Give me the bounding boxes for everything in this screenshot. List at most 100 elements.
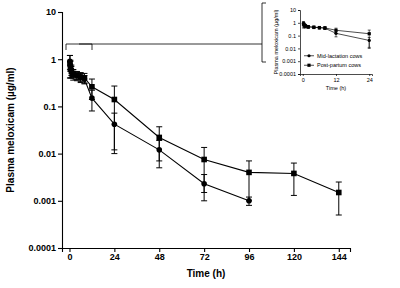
y-axis: 0.0001 0.001 0.01 0.1 1 10 <box>279 7 300 77</box>
data-point <box>291 171 297 177</box>
error-cap <box>81 73 87 74</box>
error-cap <box>291 195 297 196</box>
bracket-line <box>66 3 266 62</box>
y-tick-label: 0.0001 <box>279 71 296 77</box>
error-cap <box>201 200 207 201</box>
series-line <box>70 61 249 200</box>
data-point <box>323 27 326 30</box>
error-cap <box>246 205 252 206</box>
data-point <box>307 25 310 28</box>
x-tick-label: 24 <box>367 77 373 83</box>
data-point <box>246 170 252 176</box>
data-point <box>336 190 342 196</box>
error-cap <box>81 83 87 84</box>
x-tick: 96 <box>245 248 255 262</box>
error-cap <box>336 182 342 183</box>
x-tick-label: 48 <box>155 252 165 262</box>
x-tick: 72 <box>200 248 210 262</box>
data-point <box>312 26 315 29</box>
data-point <box>323 26 326 29</box>
error-cap <box>67 55 73 56</box>
error-cap <box>335 36 338 37</box>
x-tick-label: 12 <box>333 77 339 83</box>
plot-area <box>302 22 371 49</box>
axis-line <box>301 75 373 77</box>
x-tick-label: 0 <box>302 77 305 83</box>
y-tick-label: 10 <box>46 7 56 17</box>
main-chart: 0244872961201440.00010.0010.010.1110Time… <box>5 7 351 279</box>
legend: Mid-lactation cowsPost-partum cows <box>304 53 362 69</box>
y-tick-mark <box>58 59 62 60</box>
y-tick: 0.1 <box>288 33 300 39</box>
x-axis-title: Time (h) <box>326 85 346 91</box>
error-cap <box>111 153 117 154</box>
y-tick: 0.1 <box>43 102 62 112</box>
data-point <box>318 26 321 29</box>
y-tick: 0.001 <box>33 196 62 206</box>
error-cap <box>368 30 371 31</box>
data-point <box>368 32 371 35</box>
error-cap <box>67 77 73 78</box>
data-point <box>89 84 95 90</box>
legend-marker <box>307 64 310 67</box>
legend-label: Post-partum cows <box>317 62 361 68</box>
x-tick: 0 <box>67 248 72 262</box>
chart-root: 0244872961201440.00010.0010.010.1110Time… <box>0 0 400 288</box>
y-tick-label: 0.01 <box>38 149 56 159</box>
data-point <box>201 157 207 163</box>
data-point <box>318 26 321 29</box>
y-tick-label: 1 <box>293 20 296 26</box>
y-tick: 10 <box>290 7 300 13</box>
y-tick: 0.01 <box>38 149 62 159</box>
error-bar <box>338 182 339 215</box>
y-tick-label: 0.001 <box>282 58 296 64</box>
error-cap <box>336 215 342 216</box>
error-cap <box>201 147 207 148</box>
x-tick: 120 <box>287 248 302 262</box>
inset-bracket <box>66 3 266 62</box>
error-cap <box>302 21 305 22</box>
y-tick-mark <box>58 201 62 202</box>
error-cap <box>291 163 297 164</box>
y-tick: 0.0001 <box>279 71 300 77</box>
x-tick-label: 72 <box>200 252 210 262</box>
series-line <box>70 64 339 193</box>
y-axis-title: Plasma meloxicam (µg/ml) <box>273 9 279 74</box>
error-cap <box>156 126 162 127</box>
error-cap <box>335 33 338 34</box>
y-tick: 0.01 <box>285 46 300 52</box>
data-point <box>307 25 310 28</box>
x-tick: 144 <box>332 248 347 262</box>
error-cap <box>89 99 95 100</box>
inset-chart: 0 12 24 0.0001 0.001 0.01 0.1 1 10 Time (h) Plasma… <box>273 7 373 91</box>
data-point <box>156 135 162 141</box>
legend-marker <box>307 54 310 57</box>
data-point <box>304 25 307 28</box>
data-point <box>312 26 315 29</box>
error-cap <box>246 160 252 161</box>
axis-line <box>298 11 301 75</box>
data-point <box>112 97 118 103</box>
y-tick-mark <box>58 12 62 13</box>
error-cap <box>246 200 252 201</box>
y-tick-label: 0.1 <box>288 33 296 39</box>
y-tick: 1 <box>51 55 62 65</box>
y-tick-mark <box>58 154 62 155</box>
x-tick-label: 120 <box>287 252 302 262</box>
x-tick-label: 0 <box>67 252 72 262</box>
series-line <box>303 23 369 40</box>
x-tick-mark <box>303 74 304 76</box>
x-tick: 0 <box>302 74 305 83</box>
error-cap <box>201 192 207 193</box>
y-tick-mark <box>298 36 300 37</box>
error-cap <box>74 80 80 81</box>
error-bar <box>114 86 115 154</box>
plot-area <box>67 55 342 215</box>
error-cap <box>368 48 371 49</box>
y-axis-title: Plasma meloxicam (µg/ml) <box>5 67 16 192</box>
y-axis: 0.00010.0010.010.1110 <box>28 7 62 253</box>
y-tick-mark <box>58 106 62 107</box>
y-tick-mark <box>298 48 300 49</box>
error-bar <box>159 127 160 161</box>
y-tick-label: 1 <box>51 55 56 65</box>
